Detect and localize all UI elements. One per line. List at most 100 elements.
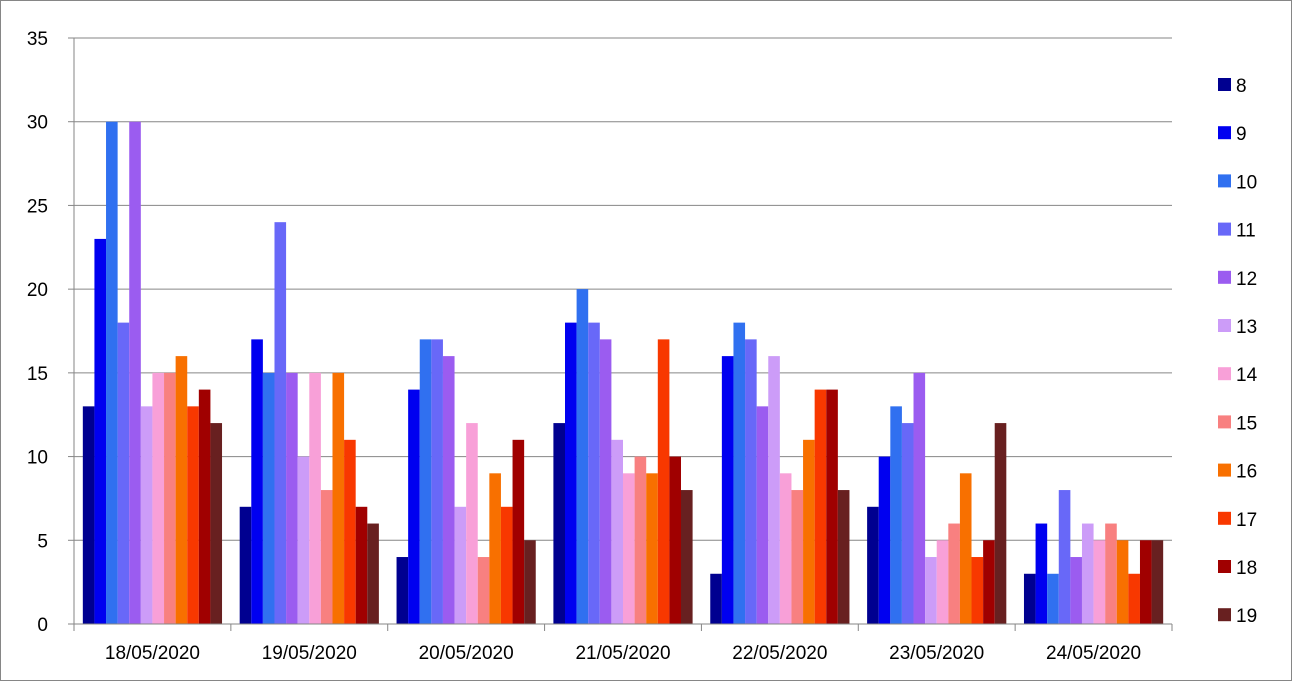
bars xyxy=(82,121,1164,624)
legend-swatch xyxy=(1218,511,1231,525)
bar xyxy=(320,490,333,624)
bar xyxy=(332,372,345,624)
bar xyxy=(710,573,722,624)
bar xyxy=(826,389,838,624)
bar xyxy=(1093,540,1106,624)
x-tick-label: 21/05/2020 xyxy=(575,643,670,664)
bar xyxy=(756,406,769,624)
bar xyxy=(791,490,804,624)
bar xyxy=(634,456,647,624)
bar xyxy=(913,372,926,624)
x-tick-label: 18/05/2020 xyxy=(105,643,200,664)
bar xyxy=(187,406,199,624)
y-tick-label: 35 xyxy=(27,29,48,50)
x-tick-label: 20/05/2020 xyxy=(419,643,514,664)
bar xyxy=(239,506,252,624)
bar xyxy=(512,439,525,624)
legend-label: 8 xyxy=(1236,76,1247,97)
bar xyxy=(959,473,972,624)
bar xyxy=(477,557,490,624)
bar xyxy=(971,557,984,624)
bar xyxy=(524,540,536,624)
legend-label: 10 xyxy=(1236,172,1257,193)
bar xyxy=(140,406,153,624)
bar xyxy=(1151,540,1164,624)
bar xyxy=(152,372,165,624)
legend: 8 9 10 11 12 13 14 15 16 17 18 19 xyxy=(1218,76,1258,627)
bar xyxy=(500,506,513,624)
bar xyxy=(768,356,780,624)
legend-label: 17 xyxy=(1236,510,1257,531)
bar xyxy=(1058,490,1071,624)
bar xyxy=(814,389,827,624)
bar xyxy=(454,506,467,624)
bar xyxy=(309,372,321,624)
bar xyxy=(657,339,670,624)
bar xyxy=(1070,557,1082,624)
bar xyxy=(779,473,792,624)
bar xyxy=(721,356,734,624)
legend-label: 18 xyxy=(1236,558,1257,579)
bar xyxy=(94,238,107,624)
bar xyxy=(175,356,188,624)
legend-swatch xyxy=(1218,174,1231,188)
legend-label: 19 xyxy=(1236,606,1257,627)
x-axis-ticks: 18/05/2020 19/05/2020 20/05/2020 21/05/2020… xyxy=(105,643,1141,664)
bar xyxy=(355,506,368,624)
bar xyxy=(599,339,612,624)
legend-label: 15 xyxy=(1236,413,1257,434)
bar xyxy=(1035,523,1048,624)
bar xyxy=(408,389,420,624)
bar xyxy=(117,322,130,624)
bar xyxy=(1116,540,1129,624)
bar xyxy=(297,456,310,624)
legend-label: 12 xyxy=(1236,269,1257,290)
axes xyxy=(68,37,1173,631)
legend-swatch xyxy=(1218,415,1231,429)
x-tick-label: 22/05/2020 xyxy=(732,643,827,664)
bar xyxy=(210,423,223,624)
bar xyxy=(646,473,658,624)
x-tick-label: 24/05/2020 xyxy=(1046,643,1141,664)
bar xyxy=(948,523,960,624)
y-tick-label: 0 xyxy=(37,615,48,636)
bar xyxy=(106,121,118,624)
bar xyxy=(681,490,693,624)
bar xyxy=(431,339,443,624)
bar xyxy=(419,339,432,624)
bar xyxy=(890,406,902,624)
legend-swatch xyxy=(1218,126,1231,140)
bar xyxy=(983,540,995,624)
y-axis-ticks: 0 5 10 15 20 25 30 35 xyxy=(27,29,48,636)
bar xyxy=(803,439,815,624)
legend-label: 13 xyxy=(1236,317,1257,338)
legend-swatch xyxy=(1218,463,1231,477)
bar xyxy=(396,557,409,624)
legend-label: 11 xyxy=(1236,221,1256,242)
bar xyxy=(1081,523,1094,624)
bar xyxy=(1128,573,1140,624)
bar xyxy=(1105,523,1117,624)
y-tick-label: 5 xyxy=(37,531,48,552)
bar xyxy=(565,322,577,624)
bar xyxy=(466,423,478,624)
bar xyxy=(1047,573,1059,624)
legend-swatch xyxy=(1218,367,1231,381)
bar xyxy=(198,389,211,624)
bar xyxy=(878,456,891,624)
y-tick-label: 15 xyxy=(27,364,48,385)
legend-swatch xyxy=(1218,608,1231,622)
bar xyxy=(576,289,589,624)
bar xyxy=(286,372,298,624)
bar xyxy=(994,423,1007,624)
legend-swatch xyxy=(1218,319,1231,332)
bar xyxy=(262,372,275,624)
bar xyxy=(1139,540,1152,624)
legend-swatch xyxy=(1218,270,1231,284)
bar xyxy=(129,121,141,624)
bar xyxy=(623,473,635,624)
bar xyxy=(669,456,681,624)
legend-label: 9 xyxy=(1236,124,1247,145)
bar xyxy=(164,372,176,624)
